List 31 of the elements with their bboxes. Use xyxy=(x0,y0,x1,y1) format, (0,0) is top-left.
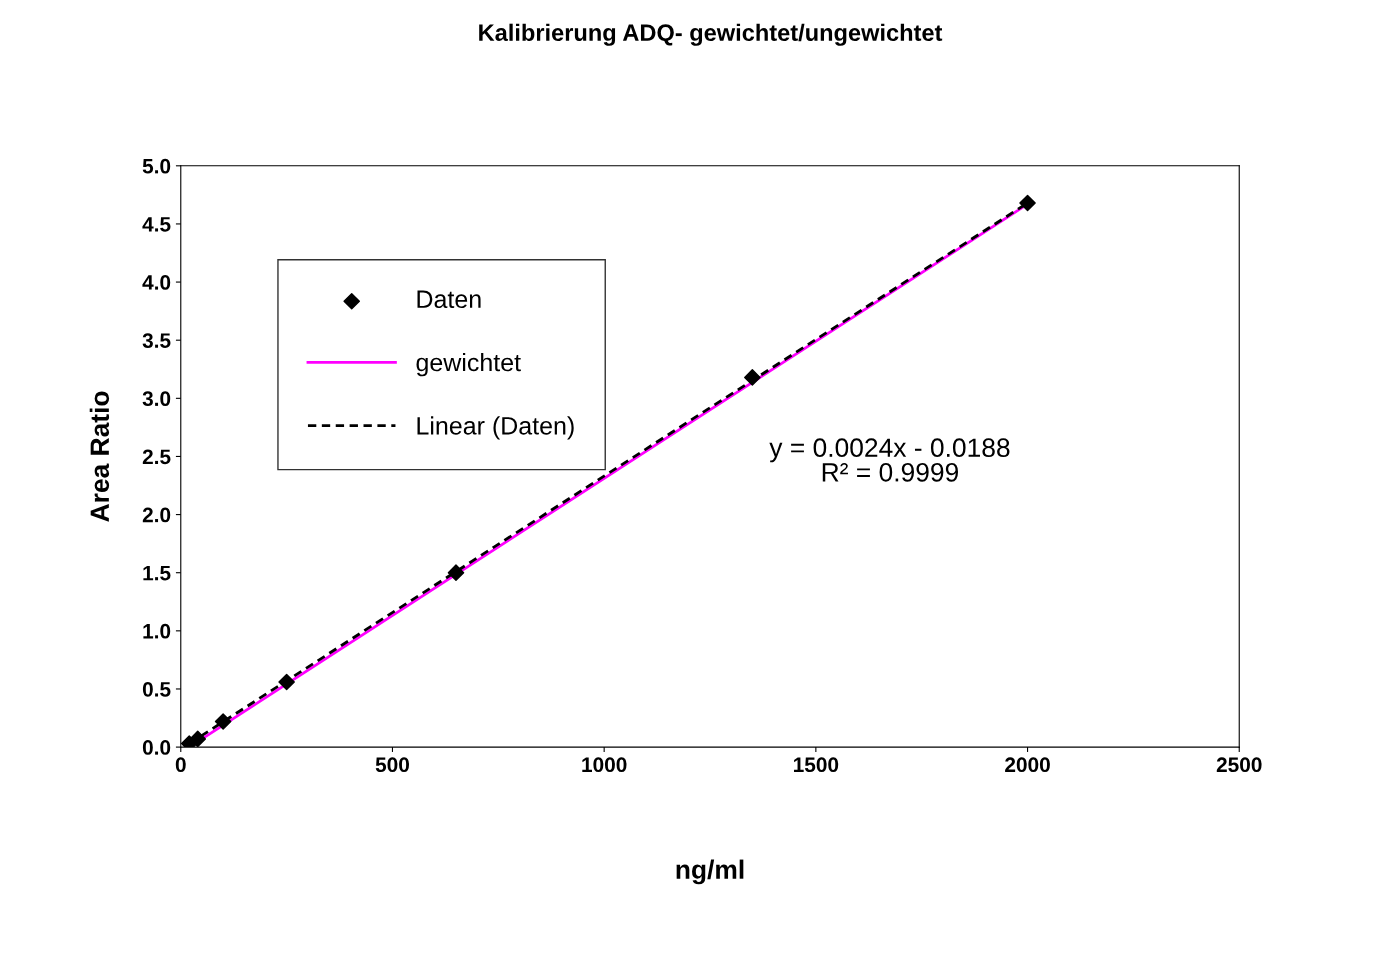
y-tick-label: 1.5 xyxy=(143,565,171,581)
y-tick-label: 4.0 xyxy=(142,275,171,290)
x-tick-label: 2500 xyxy=(1216,757,1262,773)
chart-title: Kalibrierung ADQ- gewichtet/ungewichtet xyxy=(479,23,943,46)
y-tick-label: 0.5 xyxy=(142,681,171,697)
point xyxy=(744,369,761,386)
x-tick-label: 1500 xyxy=(794,757,839,773)
y-tick-label: 2.0 xyxy=(142,507,171,523)
y-tick-label: 4.5 xyxy=(142,217,171,232)
annotation: y = 0.0024x - 0.0188 xyxy=(769,438,1010,463)
legend-label: gewichtet xyxy=(416,352,521,377)
point xyxy=(278,673,295,691)
y-tick-label: 1.0 xyxy=(143,623,171,639)
y-tick-label: 3.5 xyxy=(142,333,171,348)
point xyxy=(189,730,207,748)
x-tick-label: 1000 xyxy=(582,757,627,773)
annotation: R² = 0.9999 xyxy=(822,462,959,482)
point xyxy=(214,713,232,730)
x-tick-label: 500 xyxy=(375,757,409,773)
x-tick-label: 0 xyxy=(175,757,186,773)
y-tick-label: 0.0 xyxy=(142,740,171,755)
y-tick-label: 2.5 xyxy=(142,449,171,465)
y-tick-label: 3.0 xyxy=(142,391,171,407)
y-tick-label: 5.0 xyxy=(142,158,171,174)
legend-label: Daten xyxy=(417,290,481,309)
point xyxy=(1019,194,1036,212)
point xyxy=(447,564,465,582)
y-axis-title: Area Ratio xyxy=(89,391,110,522)
x-tick-label: 2000 xyxy=(1005,757,1050,773)
x-axis-title: ng/ml xyxy=(676,859,744,885)
legend-label: Linear (Daten) xyxy=(417,416,574,440)
